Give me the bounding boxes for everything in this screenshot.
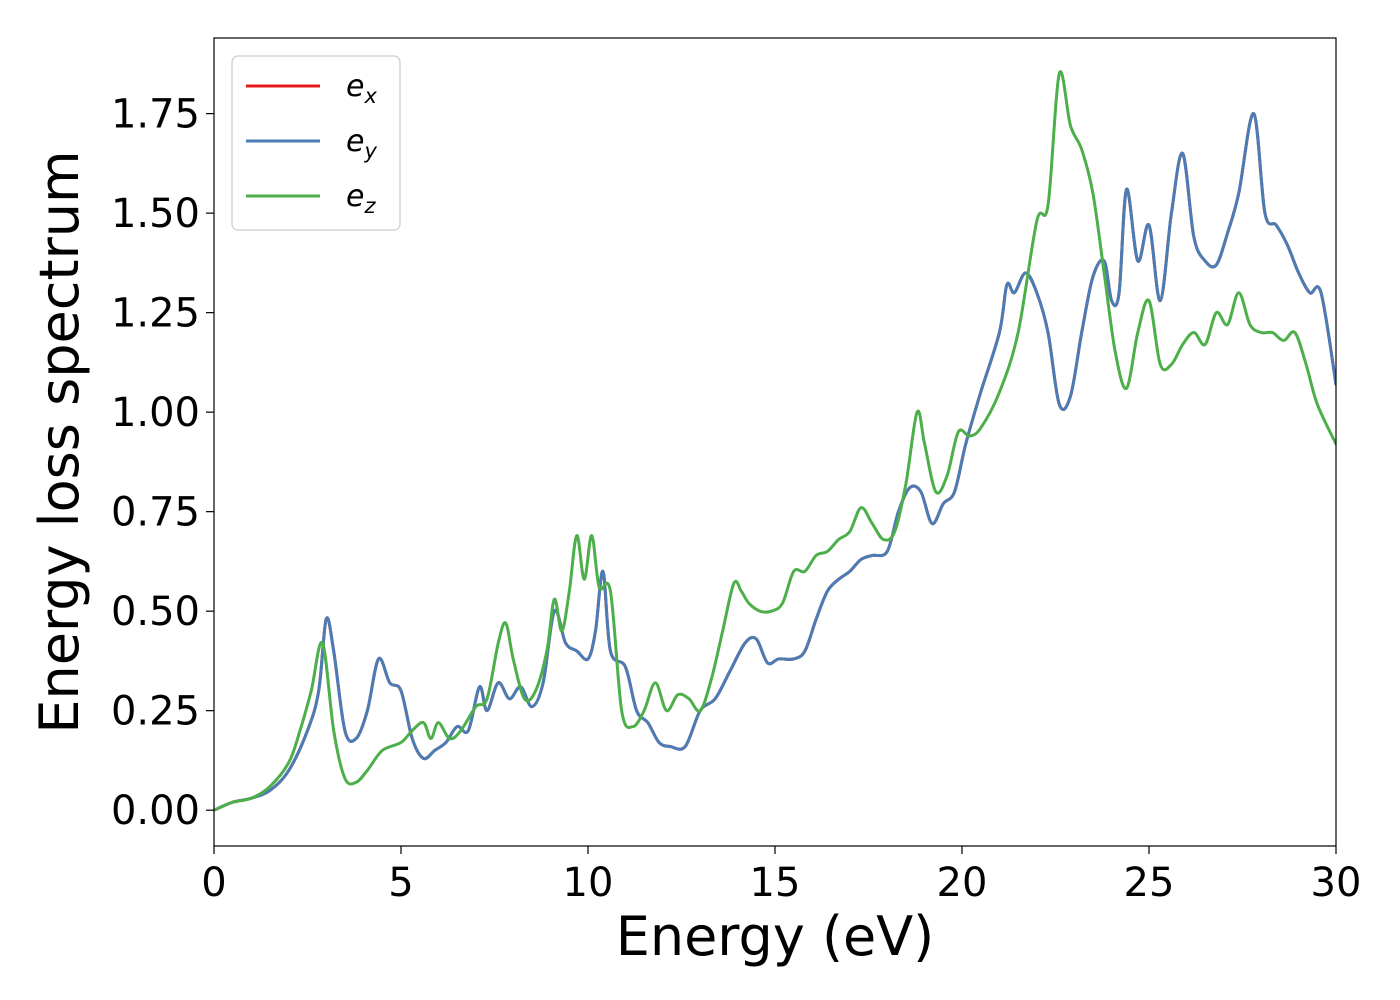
x-tick-label: 20 bbox=[937, 860, 988, 906]
y-tick-label: 1.50 bbox=[111, 191, 200, 237]
y-axis-label: Energy loss spectrum bbox=[28, 150, 91, 733]
x-tick-label: 5 bbox=[388, 860, 413, 906]
legend-label-y: ey bbox=[346, 124, 377, 163]
series-line-z bbox=[214, 70, 1336, 812]
series-line-y bbox=[214, 112, 1336, 812]
y-tick-label: 1.25 bbox=[111, 291, 200, 337]
legend-label-z: ez bbox=[346, 179, 376, 218]
y-tick-label: 0.25 bbox=[111, 689, 200, 735]
x-axis-label: Energy (eV) bbox=[616, 905, 935, 968]
y-tick-label: 1.00 bbox=[111, 390, 200, 436]
series-layer bbox=[214, 70, 1336, 812]
legend-box bbox=[231, 55, 401, 231]
legend-label-x: ex bbox=[346, 69, 377, 108]
y-tick-label: 0.00 bbox=[111, 788, 200, 834]
legend: ex ey ez bbox=[231, 55, 401, 231]
x-tick-label: 0 bbox=[201, 860, 226, 906]
x-tick-label: 15 bbox=[750, 860, 801, 906]
y-tick-label: 0.50 bbox=[111, 589, 200, 635]
x-tick-label: 30 bbox=[1311, 860, 1362, 906]
x-tick-label: 10 bbox=[563, 860, 614, 906]
y-tick-label: 1.75 bbox=[111, 92, 200, 138]
y-axis: 0.00 0.25 0.50 0.75 1.00 1.25 1.50 1.75 bbox=[111, 92, 214, 834]
x-axis: 0 5 10 15 20 25 30 bbox=[201, 846, 1361, 906]
x-tick-label: 25 bbox=[1124, 860, 1175, 906]
y-tick-label: 0.75 bbox=[111, 490, 200, 536]
